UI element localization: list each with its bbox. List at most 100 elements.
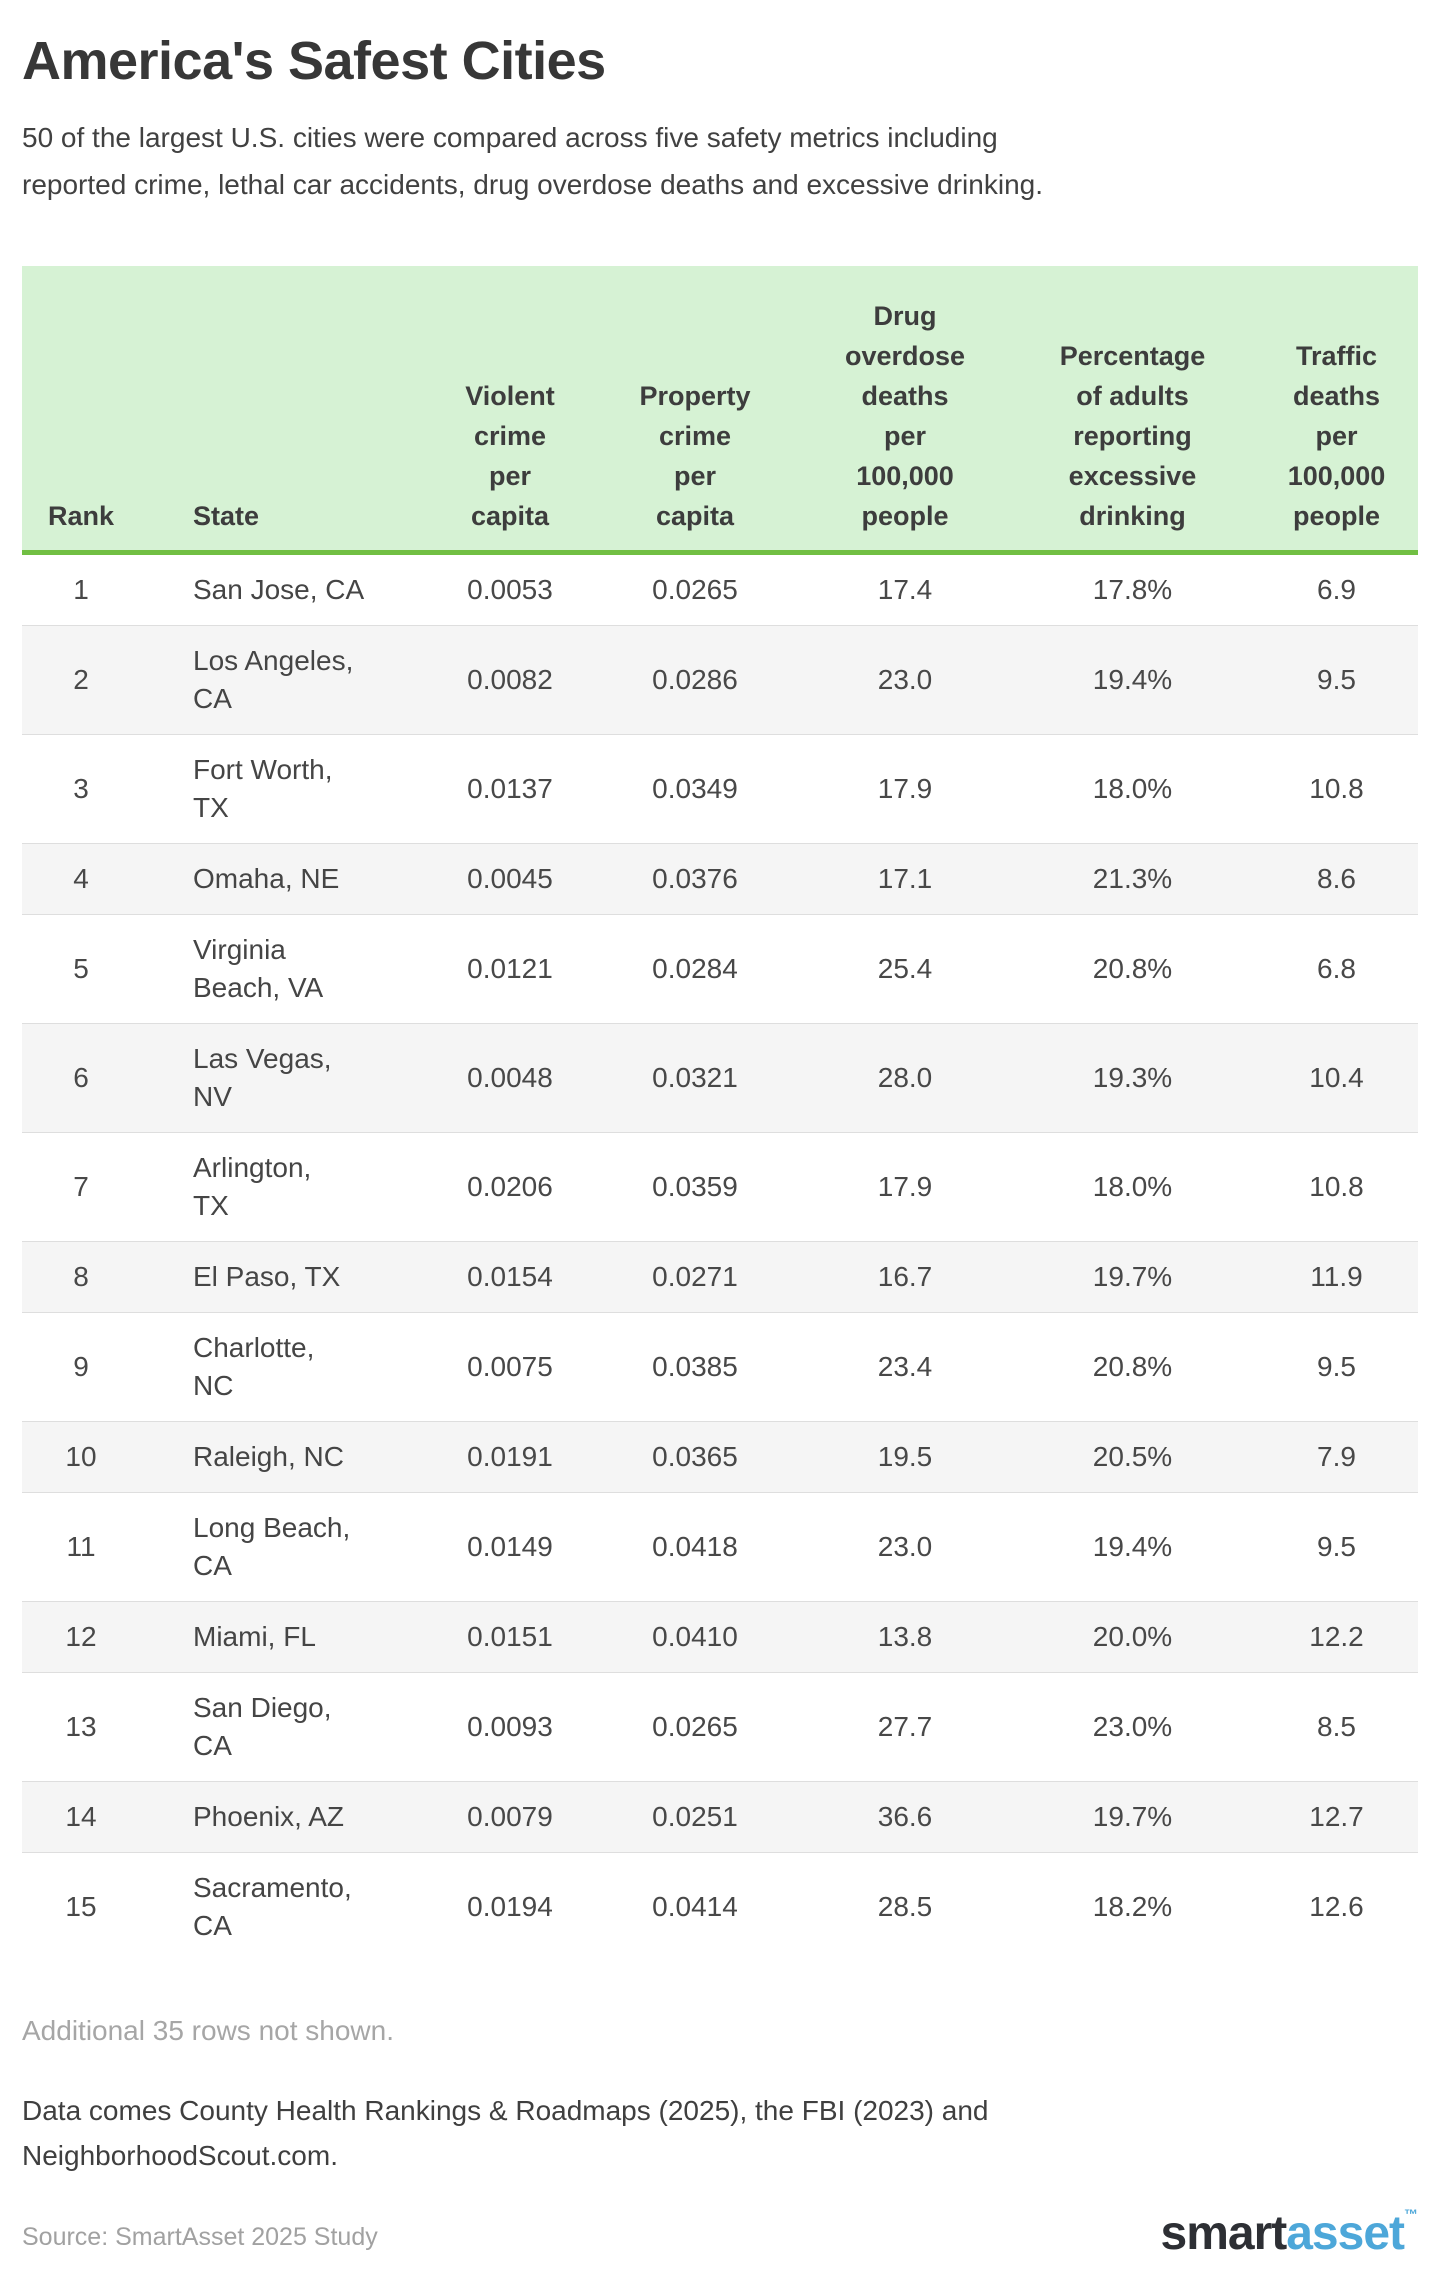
cell-drinking: 19.7% [1092, 1801, 1173, 1833]
cell-traffic: 12.7 [1309, 1801, 1364, 1833]
cell-drug: 19.5 [877, 1441, 933, 1473]
cell-violent: 0.0079 [467, 1801, 553, 1833]
cell-property: 0.0251 [652, 1801, 738, 1833]
page-title: America's Safest Cities [22, 31, 606, 91]
cell-traffic: 10.8 [1309, 773, 1364, 805]
cell-traffic: 9.5 [1317, 664, 1356, 696]
cell-drinking: 23.0% [1092, 1711, 1173, 1743]
smartasset-logo: smartasset™ [1161, 2207, 1419, 2258]
cell-violent: 0.0151 [467, 1621, 553, 1653]
table-row: 14 Phoenix, AZ 0.0079 0.0251 36.6 19.7% 12.7 [22, 1781, 1418, 1853]
cell-rank: 4 [73, 863, 89, 895]
table-header-row: Rank State Violent crime per capita Propert… [22, 266, 1418, 556]
cell-state: Los Angeles, CA [193, 645, 354, 715]
cell-state: Omaha, NE [193, 863, 340, 895]
table-row: 11 Long Beach, CA 0.0149 0.0418 23.0 19.4% 9.5 [22, 1492, 1418, 1602]
cell-drug: 23.4 [877, 1351, 933, 1383]
cell-traffic: 9.5 [1317, 1351, 1356, 1383]
table-row: 15 Sacramento, CA 0.0194 0.0414 28.5 18.2% 12.… [22, 1852, 1418, 1962]
column-header-rank: Rank [22, 266, 140, 556]
cell-violent: 0.0154 [467, 1261, 553, 1293]
cell-state: Phoenix, AZ [193, 1801, 344, 1833]
logo-smart-text: smart [1160, 2206, 1288, 2260]
table-row: 7 Arlington, TX 0.0206 0.0359 17.9 18.0% 10.8 [22, 1132, 1418, 1242]
source-row: Source: SmartAsset 2025 Study smartasset… [22, 2207, 1418, 2258]
cell-drug: 28.5 [877, 1891, 933, 1923]
cell-traffic: 10.4 [1309, 1062, 1364, 1094]
cell-state: Raleigh, NC [193, 1441, 344, 1473]
cell-state: Long Beach, CA [193, 1512, 351, 1582]
cell-violent: 0.0093 [467, 1711, 553, 1743]
cell-rank: 13 [65, 1711, 97, 1743]
cell-property: 0.0271 [652, 1261, 738, 1293]
table-head: Rank State Violent crime per capita Propert… [22, 266, 1418, 556]
cell-rank: 11 [66, 1531, 96, 1563]
cell-violent: 0.0137 [467, 773, 553, 805]
data-source-note: Data comes County Health Rankings & Road… [22, 2095, 989, 2171]
cell-drug: 23.0 [877, 664, 933, 696]
cell-violent: 0.0149 [467, 1531, 553, 1563]
column-header-drug: Drug overdose deaths per 100,000 people [800, 266, 1010, 556]
column-header-property: Property crime per capita [590, 266, 800, 556]
cell-traffic: 11.9 [1310, 1261, 1363, 1293]
cell-traffic: 9.5 [1317, 1531, 1356, 1563]
cell-state: Arlington, TX [193, 1152, 312, 1222]
cell-state: Las Vegas, NV [193, 1043, 332, 1113]
cell-drug: 13.8 [877, 1621, 933, 1653]
cell-property: 0.0385 [652, 1351, 738, 1383]
table-body: 1 San Jose, CA 0.0053 0.0265 17.4 17.8% 6.9 2 Lo… [22, 552, 1418, 1962]
trademark-icon: ™ [1404, 2205, 1418, 2222]
table-row: 8 El Paso, TX 0.0154 0.0271 16.7 19.7% 11.9 [22, 1241, 1418, 1313]
cell-violent: 0.0206 [467, 1171, 553, 1203]
cell-drinking: 21.3% [1092, 863, 1173, 895]
table-row: 3 Fort Worth, TX 0.0137 0.0349 17.9 18.0% 10.8 [22, 734, 1418, 844]
column-header-traffic: Traffic deaths per 100,000 people [1255, 266, 1418, 556]
cell-violent: 0.0045 [467, 863, 553, 895]
cell-drinking: 19.4% [1092, 664, 1173, 696]
cell-drug: 17.4 [877, 574, 933, 606]
cell-drug: 17.9 [877, 773, 933, 805]
table-row: 12 Miami, FL 0.0151 0.0410 13.8 20.0% 12.2 [22, 1601, 1418, 1673]
cell-property: 0.0265 [652, 574, 738, 606]
cell-traffic: 12.6 [1309, 1891, 1364, 1923]
cell-state: Charlotte, NC [193, 1332, 315, 1402]
table-row: 9 Charlotte, NC 0.0075 0.0385 23.4 20.8% 9.5 [22, 1312, 1418, 1422]
cell-property: 0.0349 [652, 773, 738, 805]
cell-rank: 8 [73, 1261, 89, 1293]
cell-drug: 28.0 [877, 1062, 933, 1094]
cell-property: 0.0365 [652, 1441, 738, 1473]
cell-property: 0.0359 [652, 1171, 738, 1203]
cell-drinking: 20.5% [1092, 1441, 1173, 1473]
cell-violent: 0.0194 [467, 1891, 553, 1923]
cell-drinking: 19.4% [1092, 1531, 1173, 1563]
cell-violent: 0.0082 [467, 664, 553, 696]
cell-rank: 6 [73, 1062, 89, 1094]
table-row: 13 San Diego, CA 0.0093 0.0265 27.7 23.0% 8.5 [22, 1672, 1418, 1782]
additional-rows-note: Additional 35 rows not shown. [22, 2015, 394, 2047]
column-header-violent: Violent crime per capita [430, 266, 590, 556]
cell-rank: 1 [73, 574, 89, 606]
cell-violent: 0.0053 [467, 574, 553, 606]
cell-drinking: 19.7% [1092, 1261, 1173, 1293]
cell-rank: 3 [73, 773, 89, 805]
cell-traffic: 8.5 [1317, 1711, 1356, 1743]
cell-property: 0.0418 [652, 1531, 738, 1563]
cell-rank: 10 [65, 1441, 97, 1473]
cell-traffic: 6.9 [1317, 574, 1356, 606]
cell-property: 0.0414 [652, 1891, 738, 1923]
table-row: 2 Los Angeles, CA 0.0082 0.0286 23.0 19.4% 9.5 [22, 625, 1418, 735]
page-subtitle: 50 of the largest U.S. cities were compa… [22, 122, 1043, 201]
cell-drinking: 20.8% [1092, 1351, 1173, 1383]
cell-state: Sacramento, CA [193, 1872, 352, 1942]
cell-drug: 23.0 [877, 1531, 933, 1563]
cell-drug: 16.7 [877, 1261, 933, 1293]
cell-state: San Diego, CA [193, 1692, 332, 1762]
cell-violent: 0.0191 [467, 1441, 553, 1473]
table-row: 1 San Jose, CA 0.0053 0.0265 17.4 17.8% 6.9 [22, 552, 1418, 626]
cell-rank: 12 [65, 1621, 97, 1653]
source-label: Source: SmartAsset 2025 Study [22, 2222, 378, 2251]
cell-traffic: 7.9 [1317, 1441, 1356, 1473]
cell-violent: 0.0048 [467, 1062, 553, 1094]
cell-traffic: 12.2 [1309, 1621, 1364, 1653]
cell-state: El Paso, TX [193, 1261, 341, 1293]
